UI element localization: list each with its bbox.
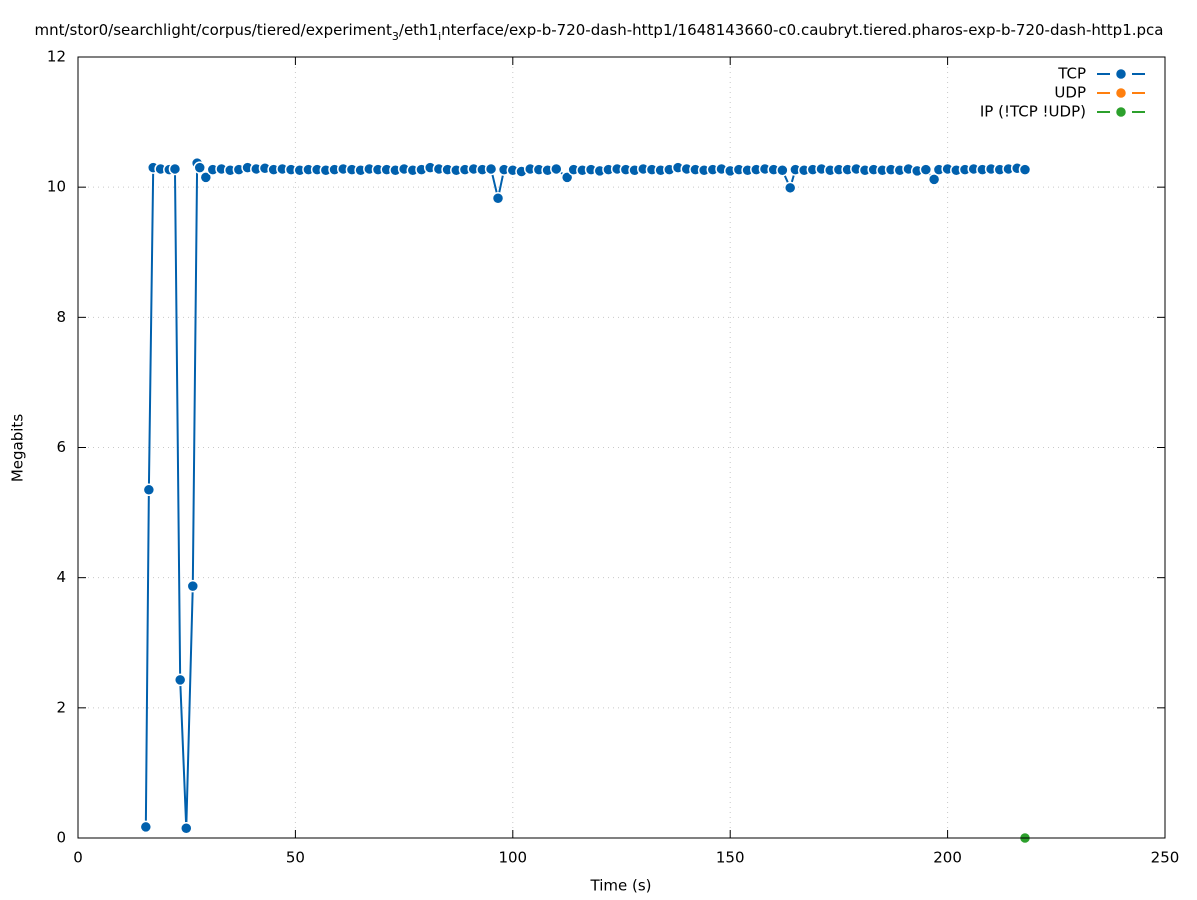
chart-title: mnt/stor0/searchlight/corpus/tiered/expe…: [35, 21, 1164, 43]
y-tick-label: 0: [56, 829, 66, 847]
x-tick-label: 250: [1151, 849, 1180, 867]
y-tick-label: 8: [56, 308, 66, 326]
legend-label: IP (!TCP !UDP): [980, 103, 1086, 121]
plot-area: [139, 156, 1032, 845]
data-point: [776, 163, 789, 177]
y-tick-label: 6: [56, 438, 66, 456]
data-point: [560, 171, 574, 184]
x-axis-label: Time (s): [590, 877, 652, 895]
legend-label: TCP: [1057, 65, 1086, 83]
y-tick-label: 12: [47, 48, 66, 66]
data-point: [193, 161, 206, 174]
y-tick-label: 4: [56, 568, 66, 586]
data-point: [168, 162, 182, 176]
data-point: [199, 171, 213, 184]
series-line: [144, 159, 1026, 829]
x-tick-label: 0: [73, 849, 83, 867]
y-tick-label: 2: [56, 698, 66, 716]
data-point: [1018, 163, 1032, 176]
x-tick-label: 200: [933, 849, 962, 867]
data-point: [139, 820, 153, 834]
y-axis-label: Megabits: [9, 414, 27, 482]
data-point: [927, 173, 941, 186]
title-part: /eth1: [399, 21, 438, 39]
legend-swatch: [1114, 105, 1128, 119]
data-point: [783, 181, 797, 195]
data-point: [180, 821, 193, 835]
data-point: [142, 483, 156, 497]
y-tick-label: 10: [47, 178, 66, 196]
title-part: i: [438, 30, 441, 43]
x-tick-label: 50: [286, 849, 305, 867]
ticks: 0 50 100 150 200 250 0 2 4 6 8 10 12: [47, 48, 1179, 867]
x-tick-label: 150: [716, 849, 745, 867]
data-point: [919, 163, 933, 176]
data-point: [173, 673, 187, 687]
title-part: nterface/exp-b-720-dash-http1/1648143660…: [441, 21, 1163, 39]
legend-swatch: [1114, 86, 1128, 100]
x-tick-label: 100: [498, 849, 527, 867]
legend-swatch: [1114, 67, 1128, 81]
data-point: [186, 579, 200, 593]
title-part: 3: [392, 30, 399, 43]
data-point: [491, 191, 505, 205]
data-point: [484, 162, 498, 176]
title-part: mnt/stor0/searchlight/corpus/tiered/expe…: [35, 21, 392, 39]
data-point: [550, 162, 563, 176]
legend-label: UDP: [1054, 84, 1086, 102]
